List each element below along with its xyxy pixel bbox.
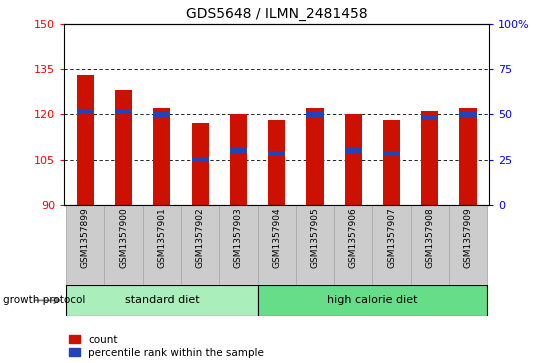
Text: GSM1357909: GSM1357909 <box>463 208 472 268</box>
Bar <box>296 205 334 285</box>
Text: GSM1357908: GSM1357908 <box>425 208 434 268</box>
Bar <box>372 205 411 285</box>
Bar <box>77 109 94 114</box>
Text: GSM1357905: GSM1357905 <box>310 208 320 268</box>
Bar <box>66 285 258 316</box>
Legend: count, percentile rank within the sample: count, percentile rank within the sample <box>69 335 264 358</box>
Title: GDS5648 / ILMN_2481458: GDS5648 / ILMN_2481458 <box>186 7 367 21</box>
Bar <box>345 148 362 153</box>
Bar <box>230 148 247 153</box>
Bar <box>219 205 258 285</box>
Bar <box>77 75 94 205</box>
Text: GSM1357906: GSM1357906 <box>349 208 358 268</box>
Bar <box>306 112 324 117</box>
Bar <box>268 121 285 205</box>
Bar <box>411 205 449 285</box>
Bar <box>334 205 372 285</box>
Bar <box>105 205 143 285</box>
Text: GSM1357907: GSM1357907 <box>387 208 396 268</box>
Bar <box>459 112 477 117</box>
Bar <box>230 114 247 205</box>
Bar <box>306 108 324 205</box>
Text: high calorie diet: high calorie diet <box>327 295 418 305</box>
Text: growth protocol: growth protocol <box>3 295 85 305</box>
Bar <box>449 205 487 285</box>
Bar <box>459 108 477 205</box>
Text: GSM1357904: GSM1357904 <box>272 208 281 268</box>
Bar <box>66 205 105 285</box>
Bar <box>153 108 170 205</box>
Text: standard diet: standard diet <box>125 295 199 305</box>
Bar <box>115 90 132 205</box>
Text: GSM1357899: GSM1357899 <box>81 208 90 268</box>
Bar <box>143 205 181 285</box>
Bar <box>421 111 438 205</box>
Text: GSM1357900: GSM1357900 <box>119 208 128 268</box>
Text: GSM1357902: GSM1357902 <box>196 208 205 268</box>
Bar <box>268 151 285 156</box>
Bar <box>192 158 209 162</box>
Bar <box>258 285 487 316</box>
Bar <box>345 114 362 205</box>
Bar <box>181 205 219 285</box>
Bar <box>421 115 438 120</box>
Bar <box>153 112 170 117</box>
Bar <box>258 205 296 285</box>
Text: GSM1357903: GSM1357903 <box>234 208 243 268</box>
Text: GSM1357901: GSM1357901 <box>158 208 167 268</box>
Bar <box>383 121 400 205</box>
Bar <box>115 109 132 114</box>
Bar <box>383 151 400 156</box>
Bar <box>192 123 209 205</box>
